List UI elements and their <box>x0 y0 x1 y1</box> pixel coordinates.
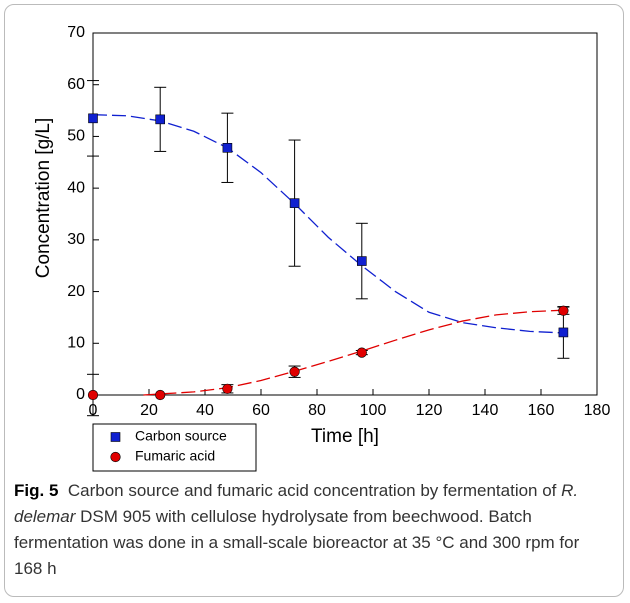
fit-curve <box>92 114 564 334</box>
data-point <box>356 347 367 358</box>
legend-box <box>92 423 257 472</box>
x-tick-label: 180 <box>584 402 611 419</box>
y-tick-label: 50 <box>67 128 85 145</box>
chart: Concentration [g/L] Time [h] 0 10 20 30 40 50… <box>33 24 611 472</box>
data-point <box>289 366 300 377</box>
caption-text: Carbon source and fumaric acid concentra… <box>67 481 557 500</box>
legend-label: Fumaric acid <box>135 448 215 464</box>
x-tick-label: 60 <box>252 402 270 419</box>
data-point <box>155 114 165 125</box>
caption-species: R. delemar <box>14 481 579 526</box>
y-tick-label: 40 <box>67 179 85 196</box>
figure-frame <box>4 4 624 597</box>
x-axis-label: Time [h] <box>311 426 379 447</box>
data-point <box>558 305 569 316</box>
y-axis-label: Concentration [g/L] <box>33 118 54 279</box>
data-point <box>222 143 233 153</box>
y-tick-label: 30 <box>67 231 85 248</box>
caption: Fig. 5 Carbon source and fumaric acid co… <box>14 478 609 582</box>
legend-marker <box>110 451 121 463</box>
x-tick-label: 120 <box>416 402 443 419</box>
y-tick-label: 10 <box>67 335 85 352</box>
caption-text: DSM 905 with cellulose hydrolysate from … <box>14 507 580 578</box>
caption-label: Fig. 5 <box>14 481 59 500</box>
y-tick-label: 0 <box>76 386 85 403</box>
x-tick-label: 40 <box>196 402 214 419</box>
fit-curve <box>143 309 564 396</box>
data-point <box>87 389 99 401</box>
x-tick-label: 160 <box>528 402 555 419</box>
y-tick-label: 20 <box>67 283 85 300</box>
data-point <box>222 383 233 394</box>
y-tick-label: 60 <box>67 76 85 93</box>
plot-frame <box>92 32 598 396</box>
data-point <box>88 113 98 124</box>
data-point <box>558 327 569 338</box>
data-point <box>356 256 367 266</box>
legend-label: Carbon source <box>135 428 227 444</box>
data-point <box>289 198 300 208</box>
x-tick-label: 20 <box>140 402 158 419</box>
x-tick-label: 100 <box>360 402 387 419</box>
x-tick-label: 80 <box>308 402 326 419</box>
x-tick-label: 140 <box>472 402 499 419</box>
legend-marker <box>110 432 121 442</box>
data-point <box>155 389 166 401</box>
y-tick-label: 70 <box>67 24 85 41</box>
